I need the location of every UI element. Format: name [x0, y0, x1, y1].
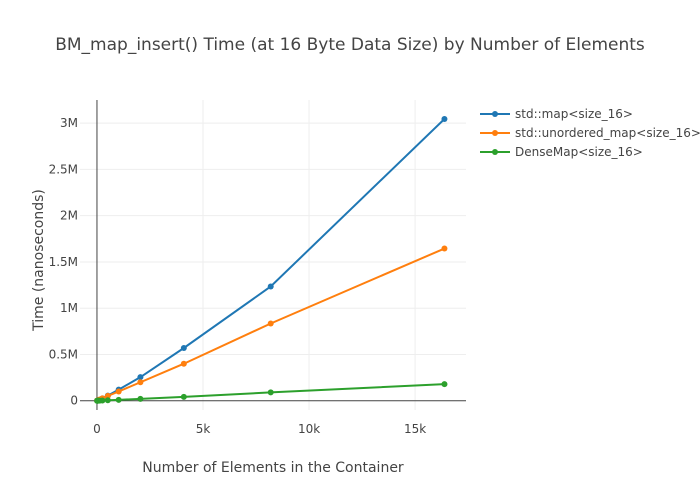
y-tick-label: 1M: [60, 301, 78, 315]
data-point[interactable]: [441, 381, 448, 388]
legend-item[interactable]: DenseMap<size_16>: [480, 145, 643, 159]
legend-item[interactable]: std::map<size_16>: [480, 107, 633, 121]
data-point[interactable]: [104, 397, 111, 404]
data-point[interactable]: [267, 389, 274, 396]
series-3: [94, 381, 448, 404]
legend-label: DenseMap<size_16>: [515, 145, 643, 159]
x-tick-label: 15k: [404, 422, 426, 436]
legend-label: std::unordered_map<size_16>: [515, 126, 700, 140]
x-tick-label: 5k: [196, 422, 211, 436]
data-point[interactable]: [115, 396, 122, 403]
axes: 0 5k 10k 15k 0 0.5M 1M 1.5M 2M 2.5M 3M: [49, 100, 466, 436]
y-tick-label: 3M: [60, 116, 78, 130]
data-point[interactable]: [267, 320, 274, 327]
data-point[interactable]: [115, 388, 122, 395]
legend-swatch-marker: [492, 111, 498, 117]
gridlines: [80, 100, 466, 410]
legend-label: std::map<size_16>: [515, 107, 633, 121]
y-tick-label: 1.5M: [49, 255, 78, 269]
series-group: [94, 115, 448, 404]
x-tick-label: 0: [93, 422, 101, 436]
data-point[interactable]: [137, 379, 144, 386]
series-2: [94, 245, 448, 404]
y-tick-label: 0.5M: [49, 347, 78, 361]
chart-title: BM_map_insert() Time (at 16 Byte Data Si…: [55, 35, 645, 55]
data-point[interactable]: [104, 392, 111, 399]
legend-item[interactable]: std::unordered_map<size_16>: [480, 126, 700, 140]
x-axis-title: Number of Elements in the Container: [142, 460, 404, 476]
data-point[interactable]: [99, 397, 106, 404]
y-tick-label: 2.5M: [49, 162, 78, 176]
data-point[interactable]: [180, 345, 187, 351]
data-point[interactable]: [441, 245, 448, 252]
legend: std::map<size_16>std::unordered_map<size…: [480, 107, 700, 159]
data-point[interactable]: [180, 360, 187, 367]
data-point[interactable]: [180, 393, 187, 400]
data-point[interactable]: [137, 374, 144, 381]
legend-swatch-marker: [492, 130, 498, 136]
y-tick-label: 2M: [60, 209, 78, 223]
x-tick-label: 10k: [298, 422, 320, 436]
series-1: [94, 115, 448, 404]
data-point[interactable]: [267, 283, 274, 290]
y-tick-label: 0: [70, 394, 78, 408]
data-point[interactable]: [137, 395, 144, 402]
y-axis-title: Time (nanoseconds): [31, 189, 47, 332]
legend-swatch-marker: [492, 149, 498, 155]
data-point[interactable]: [441, 115, 448, 122]
series-line: [96, 118, 446, 402]
